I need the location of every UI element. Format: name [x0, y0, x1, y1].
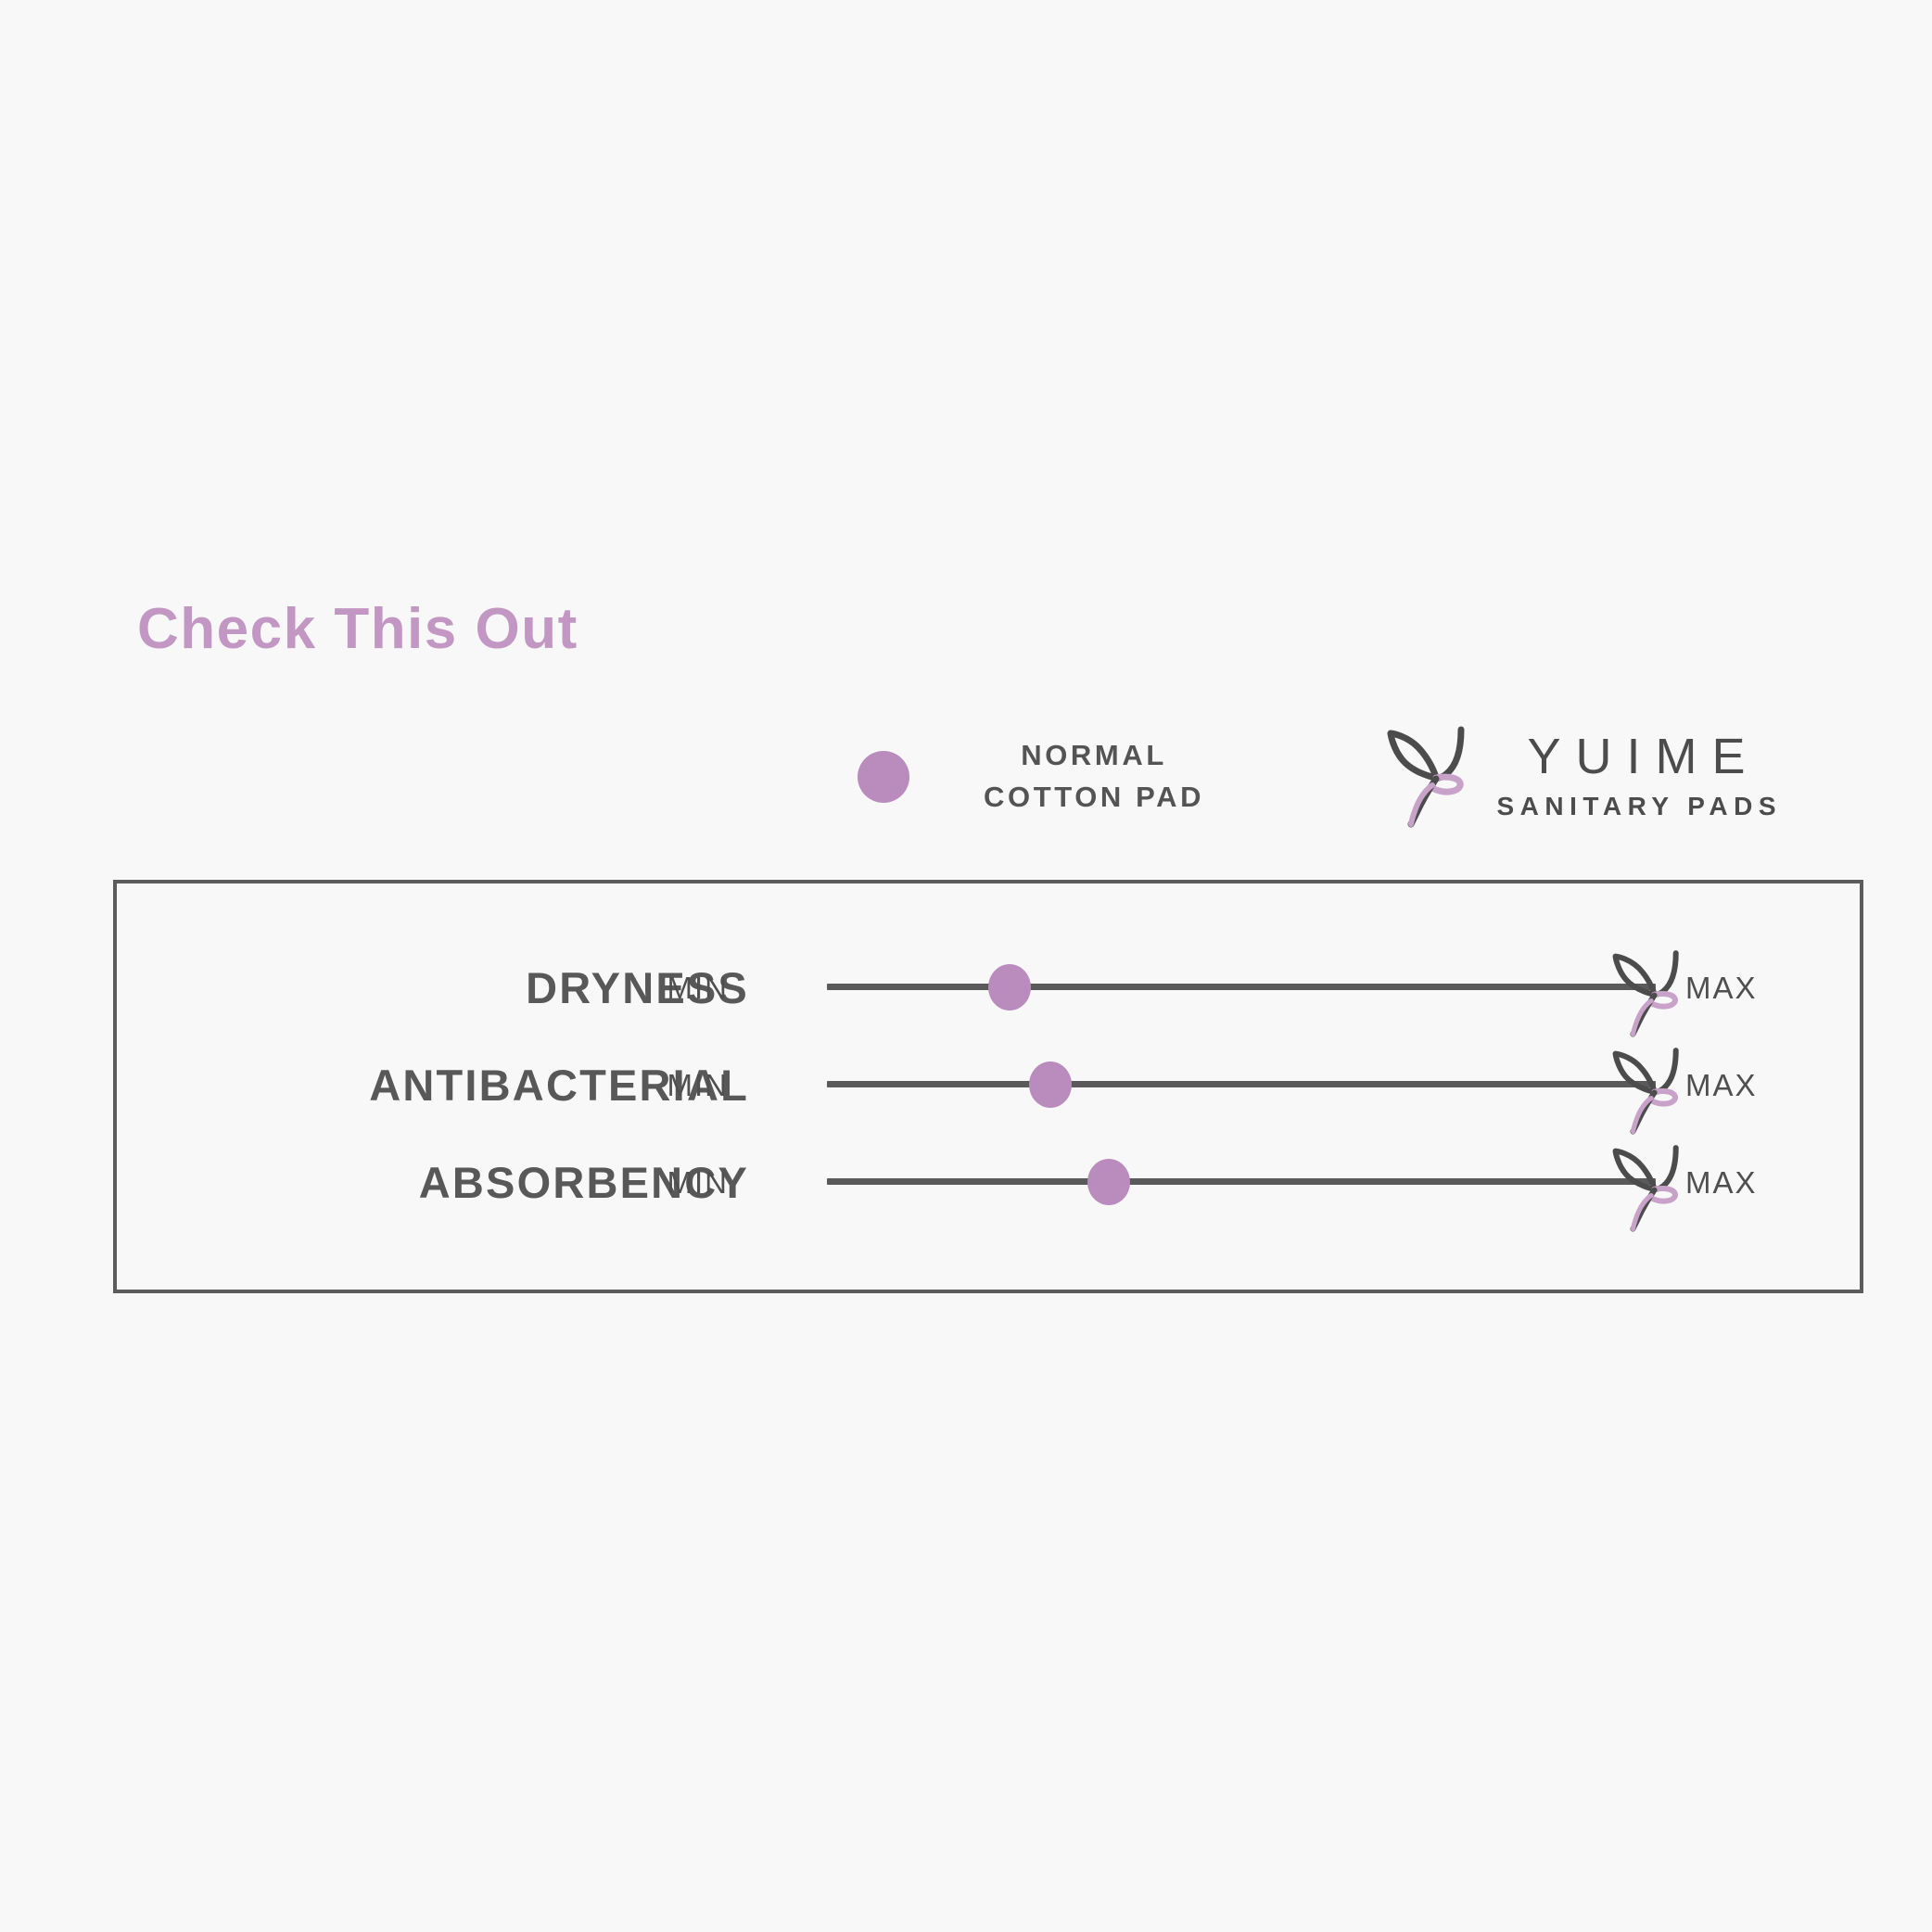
- slider-thumb-antibacterial[interactable]: [1029, 1061, 1073, 1108]
- yuime-leaf-logo-icon: [1381, 720, 1485, 832]
- page-title: Check This Out: [137, 597, 578, 661]
- filled-circle-icon: [858, 750, 909, 803]
- table-row: ABSORBENCY MIN MAX: [117, 1134, 1860, 1232]
- table-row: ANTIBACTERIAL MIN MAX: [117, 1036, 1860, 1135]
- legend-item-normal-cotton-pad: NORMAL COTTON PAD: [858, 718, 1256, 834]
- metric-label-dryness: DRYNESS: [526, 963, 749, 1012]
- yuime-wordmark: YUIME: [1527, 728, 1760, 784]
- scale-min-label-dryness: MIN: [667, 971, 729, 1005]
- comparison-box: DRYNESS MIN MAX ANTIBACTERIAL MIN: [113, 880, 1863, 1293]
- scale-max-label-absorbency: MAX: [1685, 1165, 1758, 1200]
- table-row: DRYNESS MIN MAX: [117, 939, 1860, 1037]
- metric-label-absorbency: ABSORBENCY: [418, 1158, 749, 1207]
- legend: NORMAL COTTON PAD Y: [111, 718, 1873, 839]
- scale-min-label-absorbency: MIN: [667, 1165, 729, 1200]
- slider-thumb-dryness[interactable]: [987, 963, 1031, 1010]
- legend-normal-line2: COTTON PAD: [984, 780, 1205, 813]
- slider-track-dryness[interactable]: [827, 950, 1679, 1037]
- yuime-logo-text: YUIME SANITARY PADS: [1491, 729, 1782, 822]
- slider-track-antibacterial[interactable]: [827, 1048, 1679, 1135]
- metric-label-antibacterial: ANTIBACTERIAL: [369, 1061, 749, 1110]
- yuime-leaf-marker-icon: [1608, 1042, 1697, 1138]
- yuime-leaf-marker-icon: [1608, 945, 1697, 1041]
- yuime-tagline: SANITARY PADS: [1496, 792, 1782, 821]
- yuime-leaf-marker-icon: [1608, 1139, 1697, 1236]
- scale-max-label-dryness: MAX: [1685, 971, 1758, 1005]
- scale-min-label-antibacterial: MIN: [667, 1068, 729, 1102]
- legend-item-yuime: YUIME SANITARY PADS: [1381, 713, 1845, 838]
- slider-track-absorbency[interactable]: [827, 1145, 1679, 1232]
- scale-max-label-antibacterial: MAX: [1685, 1068, 1758, 1102]
- slider-thumb-absorbency[interactable]: [1087, 1158, 1130, 1205]
- legend-normal-label: NORMAL COTTON PAD: [984, 735, 1204, 817]
- legend-normal-line1: NORMAL: [1021, 739, 1167, 772]
